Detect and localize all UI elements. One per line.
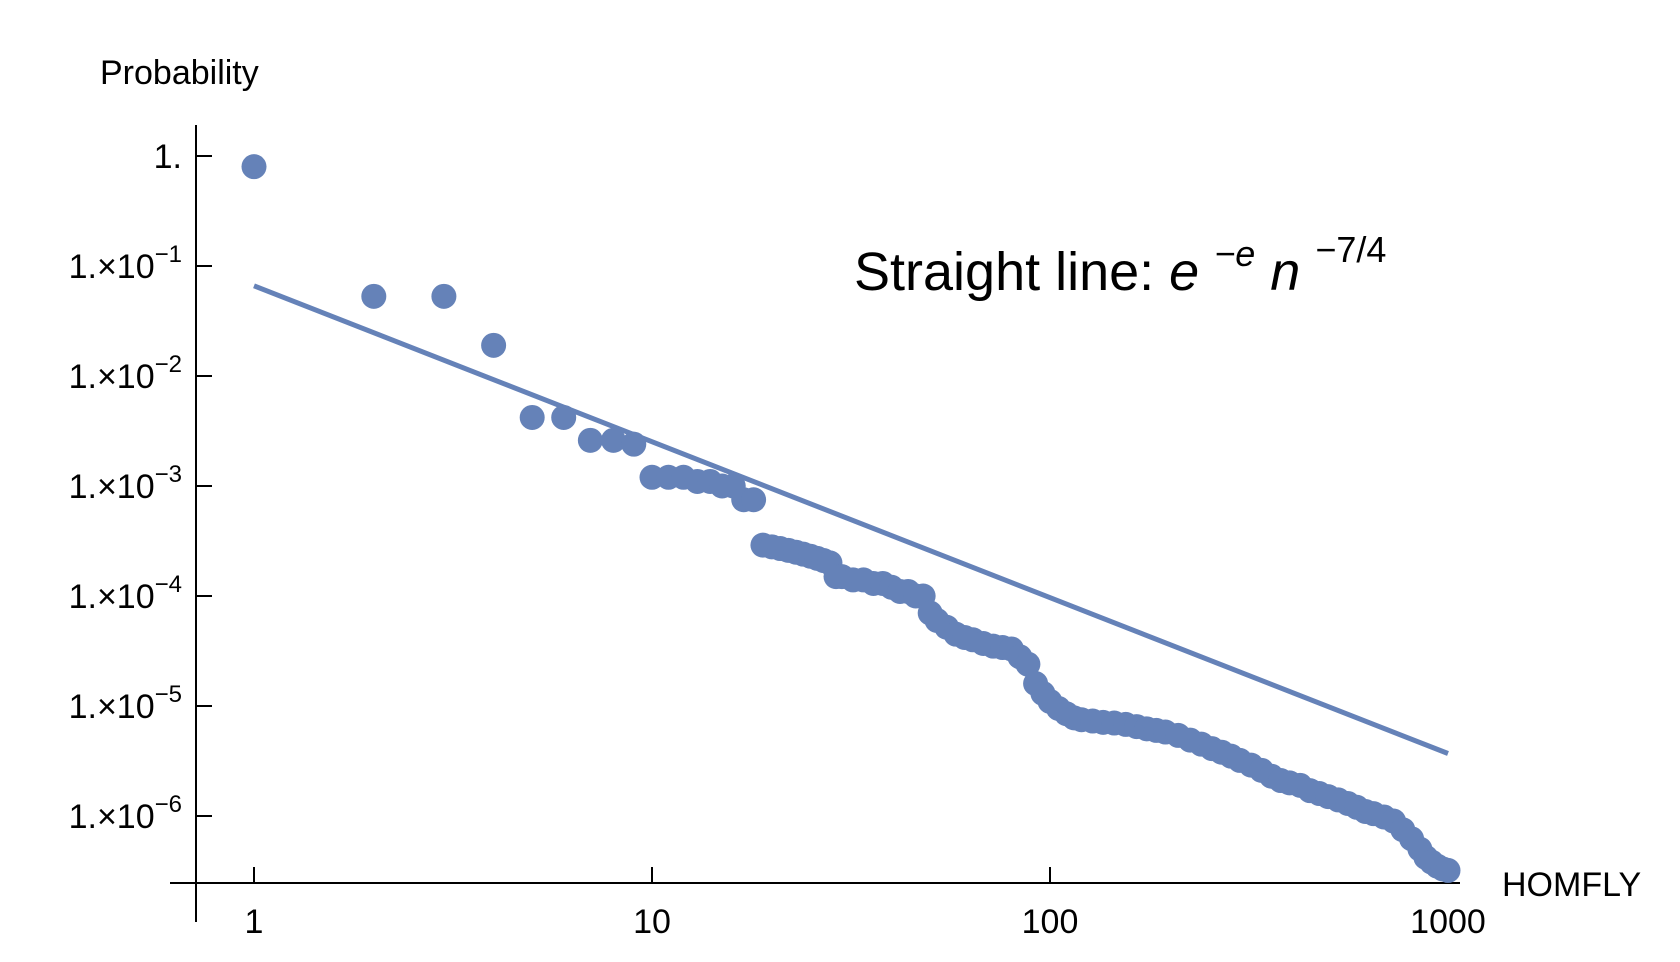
x-tick-label: 100 <box>1022 903 1079 941</box>
y-tick-base: 1.×10 <box>69 578 155 616</box>
annotation: Straight line: e −e n −7/4 <box>854 218 1386 302</box>
y-tick-base: 1.×10 <box>69 798 155 836</box>
annotation-base-n: n <box>1270 242 1300 302</box>
annotation-exponent-n: −7/4 <box>1315 229 1386 270</box>
data-points <box>241 154 1461 883</box>
y-tick-base: 1.×10 <box>69 248 155 286</box>
annotation-prefix: Straight line: <box>854 242 1169 302</box>
y-tick-base: 1.×10 <box>69 468 155 506</box>
y-ticks: 1.1.×10−11.×10−21.×10−31.×10−41.×10−51.×… <box>69 138 212 836</box>
y-tick-exponent: −6 <box>155 791 182 818</box>
data-point <box>741 487 767 513</box>
data-point <box>241 154 267 180</box>
x-tick-label: 1000 <box>1410 903 1486 941</box>
y-tick-exponent: −1 <box>155 241 182 268</box>
y-tick-label: 1.×10−3 <box>69 461 182 506</box>
annotation-base-e: e <box>1169 242 1199 302</box>
x-ticks: 1 10 100 1000 <box>245 867 1486 941</box>
annotation-exponent-e: −e <box>1214 233 1255 274</box>
y-tick-label: 1.×10−6 <box>69 791 182 836</box>
y-tick-base: 1.×10 <box>69 688 155 726</box>
y-tick-exponent: −4 <box>155 571 182 598</box>
data-point <box>621 431 647 457</box>
y-tick-base: 1. <box>154 138 182 176</box>
y-tick-base: 1.×10 <box>69 358 155 396</box>
y-tick-exponent: −3 <box>155 461 182 488</box>
y-tick-label: 1.×10−2 <box>69 351 182 396</box>
fit-line <box>253 283 1449 756</box>
data-point <box>1015 651 1041 677</box>
data-point <box>600 427 626 453</box>
data-point <box>481 332 507 358</box>
data-point <box>519 404 545 430</box>
x-tick-label: 1 <box>245 903 264 941</box>
y-tick-label: 1.×10−5 <box>69 681 182 726</box>
data-point <box>551 404 577 430</box>
x-axis-label: HOMFLY <box>1502 866 1641 904</box>
y-tick-exponent: −5 <box>155 681 182 708</box>
y-tick-label: 1. <box>154 138 182 176</box>
data-point <box>361 283 387 309</box>
y-tick-label: 1.×10−4 <box>69 571 182 616</box>
y-axis-label: Probability <box>100 54 259 92</box>
y-tick-exponent: −2 <box>155 351 182 378</box>
x-tick-label: 10 <box>633 903 671 941</box>
y-tick-label: 1.×10−1 <box>69 241 182 286</box>
data-point <box>577 427 603 453</box>
data-point <box>431 283 457 309</box>
data-point <box>1435 857 1461 883</box>
